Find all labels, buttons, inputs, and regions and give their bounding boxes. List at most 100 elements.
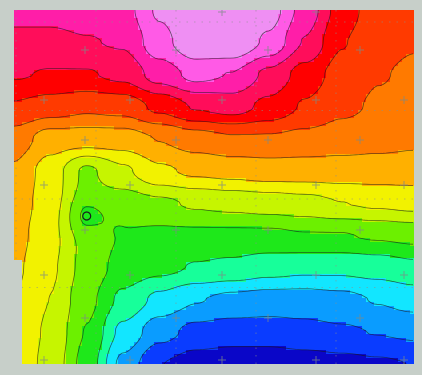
contour-cell (142, 206, 147, 211)
contour-cell (158, 78, 163, 83)
contour-cell (282, 18, 287, 23)
contour-cell (46, 30, 51, 35)
contour-cell (246, 166, 251, 171)
contour-cell (370, 130, 375, 135)
contour-cell (154, 98, 159, 103)
contour-cell (166, 46, 171, 51)
contour-cell (18, 142, 23, 147)
contour-cell (310, 74, 315, 79)
contour-cell (98, 150, 103, 155)
contour-cell (98, 30, 103, 35)
contour-cell (122, 18, 127, 23)
contour-cell (198, 38, 203, 43)
contour-cell (306, 54, 311, 59)
contour-cell (346, 18, 351, 23)
contour-cell (30, 30, 35, 35)
contour-cell (234, 102, 239, 107)
contour-cell (26, 54, 31, 59)
contour-cell (342, 78, 347, 83)
contour-cell (30, 126, 35, 131)
contour-cell (210, 190, 215, 195)
contour-cell (210, 14, 215, 19)
contour-cell (366, 10, 371, 15)
contour-cell (154, 126, 159, 131)
contour-cell (142, 122, 147, 127)
contour-cell (210, 22, 215, 27)
contour-cell (42, 74, 47, 79)
contour-cell (266, 114, 271, 119)
contour-cell (266, 162, 271, 167)
contour-cell (226, 126, 231, 131)
contour-cell (110, 182, 115, 187)
contour-cell (286, 34, 291, 39)
contour-cell (394, 14, 399, 19)
contour-cell (114, 34, 119, 39)
contour-cell (254, 62, 259, 67)
contour-cell (74, 122, 79, 127)
contour-cell (242, 150, 247, 155)
contour-cell (98, 22, 103, 27)
contour-cell (190, 74, 195, 79)
contour-cell (222, 54, 227, 59)
contour-cell (306, 14, 311, 19)
contour-cell (330, 138, 335, 143)
contour-cell (282, 98, 287, 103)
contour-cell (14, 170, 19, 175)
contour-cell (402, 78, 407, 83)
contour-cell (58, 130, 63, 135)
contour-cell (122, 158, 127, 163)
contour-cell (410, 38, 414, 43)
contour-cell (390, 34, 395, 39)
contour-cell (198, 178, 203, 183)
contour-cell (14, 194, 19, 199)
contour-cell (106, 178, 111, 183)
contour-cell (290, 82, 295, 87)
contour-cell (66, 18, 71, 23)
contour-cell (254, 26, 259, 31)
contour-cell (30, 154, 35, 159)
contour-cell (214, 150, 219, 155)
contour-cell (342, 66, 347, 71)
contour-cell (194, 106, 199, 111)
contour-cell (106, 194, 111, 199)
contour-cell (54, 166, 59, 171)
contour-cell (14, 126, 19, 131)
contour-cell (278, 22, 283, 27)
contour-cell (158, 134, 163, 139)
contour-cell (254, 94, 259, 99)
contour-cell (266, 38, 271, 43)
contour-cell (74, 26, 79, 31)
contour-cell (398, 18, 403, 23)
contour-cell (74, 82, 79, 87)
contour-cell (14, 86, 19, 91)
contour-cell (318, 86, 323, 91)
contour-cell (238, 10, 243, 15)
contour-cell (42, 90, 47, 95)
contour-cell (110, 46, 115, 51)
contour-cell (394, 158, 399, 163)
contour-cell (342, 62, 347, 67)
contour-cell (318, 90, 323, 95)
contour-cell (174, 14, 179, 19)
contour-cell (266, 82, 271, 87)
contour-cell (14, 34, 19, 39)
contour-cell (78, 118, 83, 123)
contour-cell (182, 26, 187, 31)
contour-cell (270, 66, 275, 71)
contour-cell (406, 26, 411, 31)
contour-cell (338, 78, 343, 83)
contour-cell (54, 86, 59, 91)
contour-cell (234, 158, 239, 163)
contour-cell (178, 162, 183, 167)
contour-cell (278, 186, 283, 191)
contour-cell (146, 146, 151, 151)
contour-cell (98, 130, 103, 135)
contour-cell (190, 162, 195, 167)
contour-cell (230, 22, 235, 27)
contour-cell (234, 82, 239, 87)
contour-cell (186, 26, 191, 31)
contour-cell (326, 78, 331, 83)
contour-cell (242, 46, 247, 51)
contour-cell (74, 10, 79, 15)
contour-cell (178, 190, 183, 195)
